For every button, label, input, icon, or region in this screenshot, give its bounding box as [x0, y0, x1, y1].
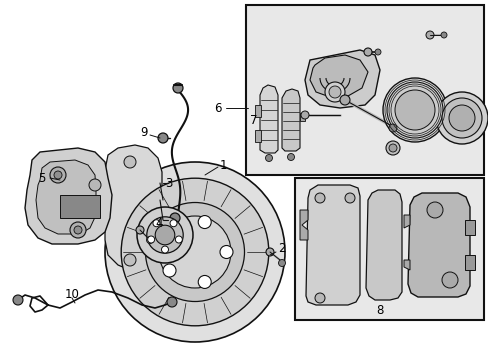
- Circle shape: [146, 237, 153, 243]
- Circle shape: [441, 272, 457, 288]
- Bar: [245, 5, 483, 175]
- Circle shape: [70, 222, 86, 238]
- Circle shape: [448, 105, 474, 131]
- Circle shape: [155, 225, 174, 245]
- Circle shape: [54, 171, 62, 179]
- Circle shape: [345, 193, 354, 203]
- Circle shape: [425, 31, 433, 39]
- Circle shape: [170, 213, 180, 223]
- Circle shape: [441, 98, 481, 138]
- Circle shape: [175, 236, 182, 243]
- Polygon shape: [260, 85, 278, 153]
- Circle shape: [374, 49, 380, 55]
- Circle shape: [287, 153, 294, 161]
- Polygon shape: [299, 210, 307, 240]
- Circle shape: [180, 238, 209, 266]
- Circle shape: [167, 297, 177, 307]
- Circle shape: [159, 216, 230, 288]
- Circle shape: [124, 156, 136, 168]
- Text: 9: 9: [140, 126, 148, 139]
- Bar: [464, 255, 474, 270]
- Circle shape: [265, 248, 273, 256]
- Circle shape: [74, 226, 82, 234]
- Polygon shape: [365, 190, 401, 300]
- Circle shape: [147, 236, 154, 243]
- Circle shape: [173, 83, 183, 93]
- Text: 10: 10: [64, 288, 79, 301]
- Circle shape: [220, 246, 232, 258]
- Circle shape: [146, 217, 183, 253]
- Circle shape: [314, 193, 325, 203]
- Polygon shape: [105, 145, 162, 270]
- Circle shape: [426, 202, 442, 218]
- Circle shape: [124, 254, 136, 266]
- Circle shape: [121, 178, 268, 326]
- Polygon shape: [305, 50, 379, 108]
- Circle shape: [198, 216, 211, 229]
- Circle shape: [314, 293, 325, 303]
- Text: 1: 1: [220, 158, 227, 171]
- Circle shape: [163, 264, 176, 277]
- Circle shape: [145, 202, 244, 302]
- Text: 8: 8: [376, 303, 383, 316]
- Polygon shape: [407, 193, 469, 297]
- Circle shape: [137, 207, 193, 263]
- Polygon shape: [309, 55, 367, 97]
- Circle shape: [105, 162, 285, 342]
- Circle shape: [163, 227, 176, 240]
- Circle shape: [89, 179, 101, 191]
- Circle shape: [153, 220, 160, 227]
- Circle shape: [394, 90, 434, 130]
- Text: 2: 2: [278, 242, 285, 255]
- Circle shape: [386, 82, 442, 138]
- Circle shape: [382, 78, 446, 142]
- Circle shape: [325, 82, 345, 102]
- Text: 6: 6: [214, 102, 222, 114]
- Bar: [299, 113, 305, 121]
- Polygon shape: [403, 260, 409, 270]
- Circle shape: [440, 32, 446, 38]
- Circle shape: [161, 246, 168, 253]
- Circle shape: [301, 111, 308, 119]
- Circle shape: [363, 48, 371, 56]
- Bar: [254, 105, 261, 117]
- Circle shape: [198, 275, 211, 288]
- Circle shape: [158, 133, 168, 143]
- Circle shape: [385, 141, 399, 155]
- Polygon shape: [305, 185, 359, 305]
- Circle shape: [339, 95, 349, 105]
- Polygon shape: [36, 160, 96, 234]
- Circle shape: [328, 86, 340, 98]
- Text: 7: 7: [249, 113, 257, 126]
- Circle shape: [265, 154, 272, 162]
- Bar: [464, 220, 474, 235]
- Text: 5: 5: [38, 171, 45, 185]
- Bar: [294, 178, 483, 320]
- Polygon shape: [60, 195, 100, 218]
- Circle shape: [50, 167, 66, 183]
- Circle shape: [278, 260, 285, 266]
- Circle shape: [13, 295, 23, 305]
- Text: 3: 3: [164, 176, 172, 189]
- Bar: [254, 130, 261, 142]
- Circle shape: [388, 124, 396, 132]
- Text: 4: 4: [155, 216, 162, 230]
- Polygon shape: [403, 215, 409, 228]
- Circle shape: [136, 226, 143, 234]
- Circle shape: [388, 144, 396, 152]
- Polygon shape: [25, 148, 112, 244]
- Circle shape: [435, 92, 487, 144]
- Circle shape: [170, 220, 177, 227]
- Polygon shape: [282, 89, 299, 151]
